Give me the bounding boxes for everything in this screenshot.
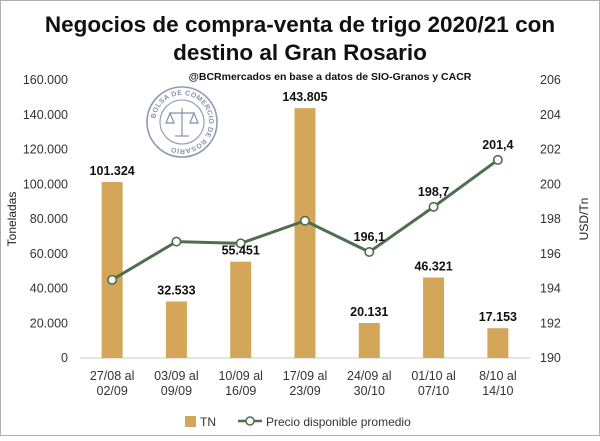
bar-tn <box>294 108 316 358</box>
line-series <box>107 154 503 285</box>
y-right-tick-label: 200 <box>540 177 561 191</box>
legend-marker-price <box>245 416 255 426</box>
y-right-tick-label: 202 <box>540 143 561 157</box>
bar-series <box>101 108 509 358</box>
bar-data-label: 143.805 <box>282 90 327 104</box>
bar-data-label: 101.324 <box>90 164 135 178</box>
y-right-tick-label: 194 <box>540 282 561 296</box>
x-tick-label-line1: 24/09 al <box>347 369 391 383</box>
y-left-tick-label: 40.000 <box>30 282 68 296</box>
bar-tn <box>230 261 252 358</box>
y-left-tick-label: 20.000 <box>30 316 68 330</box>
price-point <box>299 215 310 226</box>
chart-title-line2: destino al Gran Rosario <box>173 40 427 65</box>
x-tick-label-line1: 01/10 al <box>411 369 455 383</box>
bar-tn <box>423 277 445 358</box>
x-tick-label-line2: 02/09 <box>97 384 128 398</box>
y-right-tick-label: 196 <box>540 247 561 261</box>
price-data-label: 201,4 <box>482 138 513 152</box>
legend-label-tn: TN <box>200 415 216 429</box>
bar-tn <box>358 323 380 358</box>
x-tick-label-line1: 03/09 al <box>154 369 198 383</box>
bar-data-label: 55.451 <box>222 244 260 258</box>
bar-data-label: 17.153 <box>479 310 517 324</box>
x-tick-label-line2: 14/10 <box>482 384 513 398</box>
price-point <box>107 274 118 285</box>
x-tick-label-line2: 23/09 <box>289 384 320 398</box>
y-left-tick-label: 80.000 <box>30 212 68 226</box>
y-axis-right-title: USD/Tn <box>577 198 591 241</box>
chart-subtitle: @BCRmercados en base a datos de SIO-Gran… <box>189 71 472 83</box>
y-right-tick-label: 206 <box>540 73 561 87</box>
chart-axes: 0 20.000 40.000 60.000 80.000 100.000 120.000 1… <box>23 73 561 398</box>
x-tick-label-line1: 8/10 al <box>479 369 517 383</box>
y-right-tick-label: 204 <box>540 108 561 122</box>
legend: TN Precio disponible promedio <box>185 415 411 429</box>
y-right-tick-label: 190 <box>540 351 561 365</box>
y-left-tick-label: 100.000 <box>23 177 68 191</box>
bar-tn <box>165 301 187 358</box>
x-tick-label-line1: 10/09 al <box>218 369 262 383</box>
bar-data-label: 20.131 <box>350 305 388 319</box>
x-tick-label-line1: 27/08 al <box>90 369 134 383</box>
y-right-tick-label: 198 <box>540 212 561 226</box>
bar-data-label: 46.321 <box>414 260 452 274</box>
y-left-tick-label: 160.000 <box>23 73 68 87</box>
x-tick-label-line1: 17/09 al <box>283 369 327 383</box>
chart-title-line1: Negocios de compra-venta de trigo 2020/2… <box>45 12 555 37</box>
x-tick-label-line2: 09/09 <box>161 384 192 398</box>
y-left-tick-label: 0 <box>61 351 68 365</box>
price-data-label: 196,1 <box>354 230 385 244</box>
price-data-label: 198,7 <box>418 185 449 199</box>
bar-tn <box>101 181 123 358</box>
y-left-tick-label: 60.000 <box>30 247 68 261</box>
x-tick-label-line2: 30/10 <box>354 384 385 398</box>
data-labels: 101.324 32.533 55.451 143.805 20.131 46.321 17… <box>90 90 517 324</box>
y-left-tick-label: 140.000 <box>23 108 68 122</box>
price-point <box>428 201 439 212</box>
y-left-tick-label: 120.000 <box>23 143 68 157</box>
y-right-tick-label: 192 <box>540 316 561 330</box>
bar-tn <box>487 328 509 358</box>
legend-swatch-tn <box>185 416 196 427</box>
price-point <box>364 247 375 258</box>
price-point <box>171 236 182 247</box>
y-axis-left-title: Toneladas <box>5 192 19 247</box>
price-point <box>235 238 246 249</box>
price-point <box>492 154 503 165</box>
x-tick-label-line2: 16/09 <box>225 384 256 398</box>
bar-data-label: 32.533 <box>157 283 195 297</box>
legend-label-price: Precio disponible promedio <box>266 415 411 429</box>
x-tick-label-line2: 07/10 <box>418 384 449 398</box>
